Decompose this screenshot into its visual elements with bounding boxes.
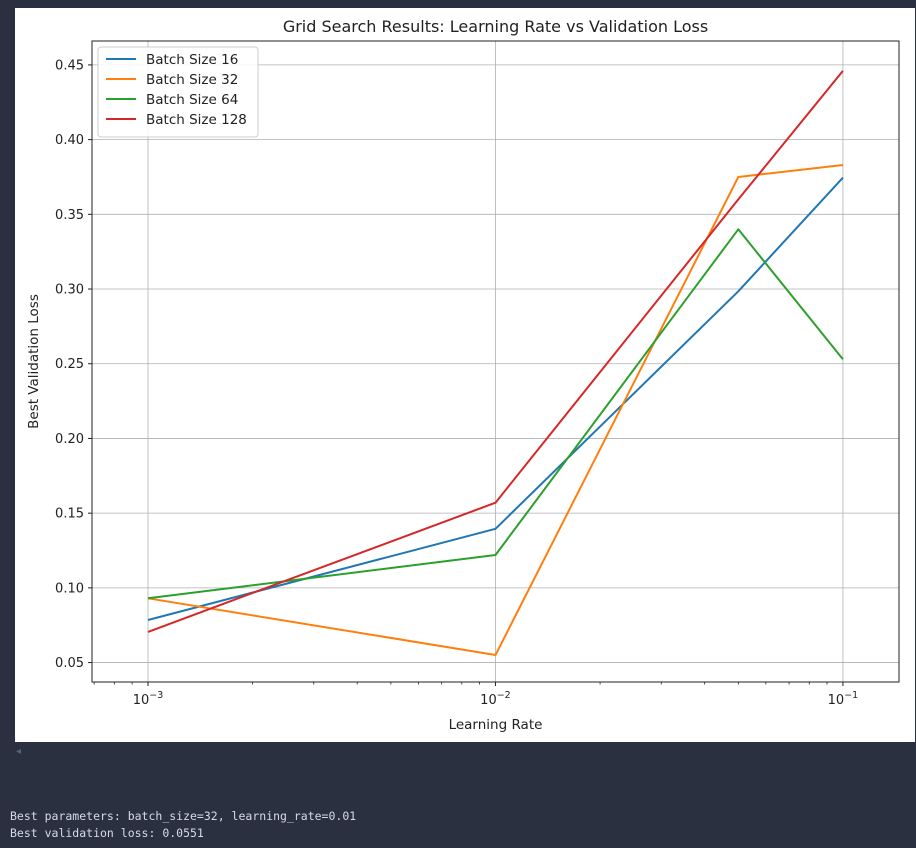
- y-tick-label-7: 0.40: [55, 133, 84, 148]
- legend-label-3: Batch Size 128: [146, 112, 247, 128]
- series-line-3: [147, 70, 844, 633]
- chart-title: Grid Search Results: Learning Rate vs Va…: [283, 17, 708, 36]
- series-line-1: [147, 164, 844, 656]
- legend-label-2: Batch Size 64: [146, 92, 238, 108]
- y-tick-label-4: 0.25: [55, 357, 84, 372]
- y-tick-label-1: 0.10: [55, 581, 84, 596]
- y-tick-label-3: 0.20: [55, 432, 84, 447]
- y-axis-label: Best Validation Loss: [26, 294, 42, 429]
- cell-stdout: Best parameters: batch_size=32, learning…: [10, 808, 356, 842]
- y-tick-label-6: 0.35: [55, 208, 84, 223]
- figure-panel: 0.05 0.10 0.15 0.20 0.25 0.30 0.35 0.40 0.45 10−3…: [15, 8, 915, 742]
- legend-label-1: Batch Size 32: [146, 72, 238, 88]
- series-line-0: [147, 177, 844, 621]
- x-tick-label-0: 10−3: [133, 690, 164, 708]
- legend-label-0: Batch Size 16: [146, 52, 238, 68]
- y-tick-label-8: 0.45: [55, 58, 84, 73]
- stdout-line-best-loss: Best validation loss: 0.0551: [10, 826, 204, 840]
- x-tick-label-2: 10−1: [828, 690, 859, 708]
- line-chart: 0.05 0.10 0.15 0.20 0.25 0.30 0.35 0.40 0.45 10−3…: [26, 17, 900, 733]
- legend-box: [97, 46, 259, 138]
- series-line-2: [147, 228, 844, 600]
- scroll-left-icon[interactable]: ◂: [16, 746, 22, 757]
- stdout-line-best-params: Best parameters: batch_size=32, learning…: [10, 809, 357, 823]
- x-tick-label-1: 10−2: [480, 690, 511, 708]
- x-axis-label: Learning Rate: [449, 717, 543, 733]
- y-tick-label-5: 0.30: [55, 283, 84, 298]
- y-tick-label-0: 0.05: [55, 656, 84, 671]
- y-tick-label-2: 0.15: [55, 507, 84, 522]
